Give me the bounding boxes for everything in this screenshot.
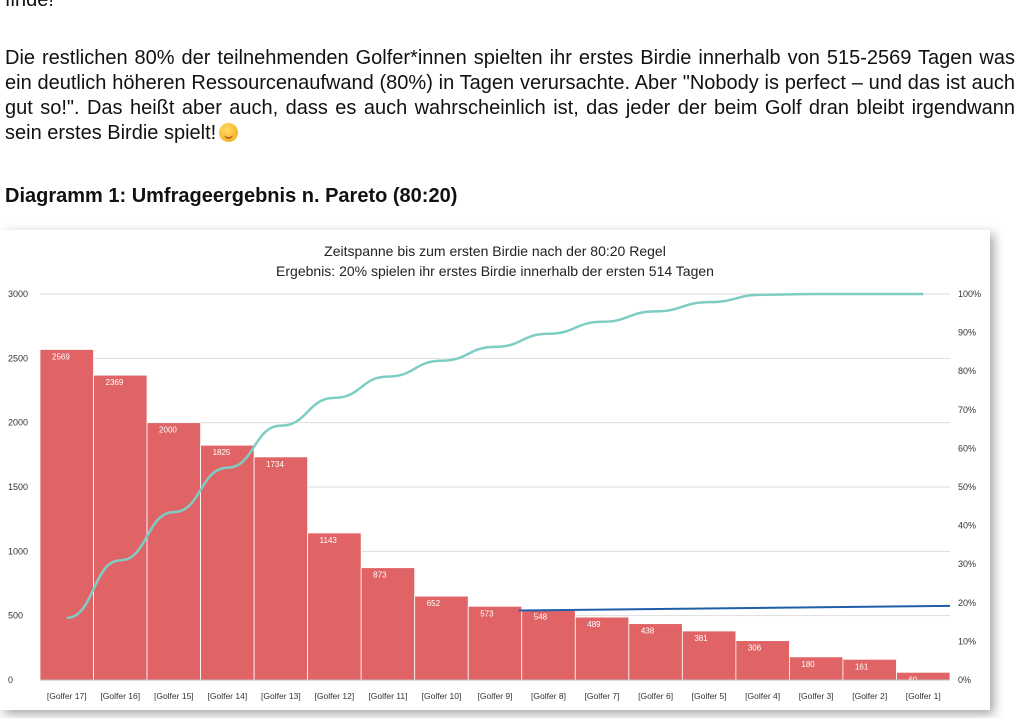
category-label: [Golfer 10] [422,691,462,701]
y-tick-label: 1000 [8,546,28,556]
chart-title: Zeitspanne bis zum ersten Birdie nach de… [324,243,666,259]
chart-subtitle: Ergebnis: 20% spielen ihr erstes Birdie … [276,263,714,279]
bar [360,567,416,681]
pareto-chart: Zeitspanne bis zum ersten Birdie nach de… [0,230,990,710]
y2-tick-label: 60% [958,443,976,453]
y2-tick-label: 20% [958,598,976,608]
bar [307,532,362,681]
chart-heading: Diagramm 1: Umfrageergebnis n. Pareto (8… [5,185,458,207]
category-label: [Golfer 13] [261,691,301,701]
body-paragraph: Die restlichen 80% der teilnehmenden Gol… [5,46,1015,146]
category-label: [Golfer 5] [692,691,727,701]
bar [253,456,309,681]
y-tick-label: 500 [8,611,23,621]
bar [200,444,255,681]
bar-value-label: 180 [801,660,815,669]
y2-tick-label: 0% [958,675,971,685]
bar-value-label: 1825 [213,448,231,457]
bar-value-label: 1734 [266,460,284,469]
bar-value-label: 573 [480,609,494,618]
intro-fragment: finde! [5,0,54,11]
bar [628,623,683,681]
category-label: [Golfer 2] [852,691,887,701]
category-label: [Golfer 11] [368,691,407,701]
bar [735,640,790,681]
y2-tick-label: 90% [958,328,976,338]
bar-value-label: 1143 [320,536,338,545]
cumulative-percent-line [66,292,924,620]
y-tick-label: 3000 [8,289,28,299]
bar-value-label: 2369 [106,378,124,387]
category-label: [Golfer 3] [799,691,834,701]
y2-tick-label: 10% [958,636,976,646]
category-label: [Golfer 15] [154,691,194,701]
y2-tick-label: 30% [958,559,976,569]
category-label: [Golfer 7] [585,691,620,701]
category-label: [Golfer 8] [531,691,566,701]
pareto-chart-svg: Zeitspanne bis zum ersten Birdie nach de… [8,243,981,701]
bar [842,658,897,681]
bar-value-label: 306 [748,644,762,653]
bar-value-label: 161 [855,662,869,671]
category-label: [Golfer 1] [906,691,941,701]
bar [896,671,951,681]
bar [521,609,576,681]
bar [93,374,148,681]
bar-value-label: 2569 [52,352,70,361]
bar-value-label: 438 [641,627,655,636]
bar-value-label: 2000 [159,426,177,435]
bar [146,422,201,681]
category-label: [Golfer 12] [315,691,355,701]
y-tick-label: 2500 [8,353,28,363]
bar [681,630,737,681]
category-label: [Golfer 17] [47,691,87,701]
body-paragraph-text: Die restlichen 80% der teilnehmenden Gol… [5,47,1015,144]
category-label: [Golfer 4] [745,691,780,701]
bar-value-label: 381 [694,634,708,643]
y-tick-label: 2000 [8,418,28,428]
category-label: [Golfer 9] [478,691,513,701]
bar-value-label: 652 [427,599,441,608]
bar-value-label: 548 [534,612,548,621]
category-label: [Golfer 6] [638,691,673,701]
bar [574,616,630,681]
y2-tick-label: 70% [958,405,976,415]
y2-tick-label: 50% [958,482,976,492]
y2-tick-label: 100% [958,289,981,299]
bar [39,349,94,681]
y2-tick-label: 40% [958,521,976,531]
threshold-20-percent-line [518,604,951,612]
category-label: [Golfer 14] [208,691,248,701]
bar-value-label: 873 [373,571,387,580]
category-label: [Golfer 16] [100,691,140,701]
bar [789,656,844,681]
bar [414,595,469,681]
winking-face-icon [219,123,239,142]
y-tick-label: 1500 [8,482,28,492]
y2-tick-label: 80% [958,366,976,376]
bar-value-label: 489 [587,620,601,629]
bar [467,605,523,681]
y-tick-label: 0 [8,675,13,685]
